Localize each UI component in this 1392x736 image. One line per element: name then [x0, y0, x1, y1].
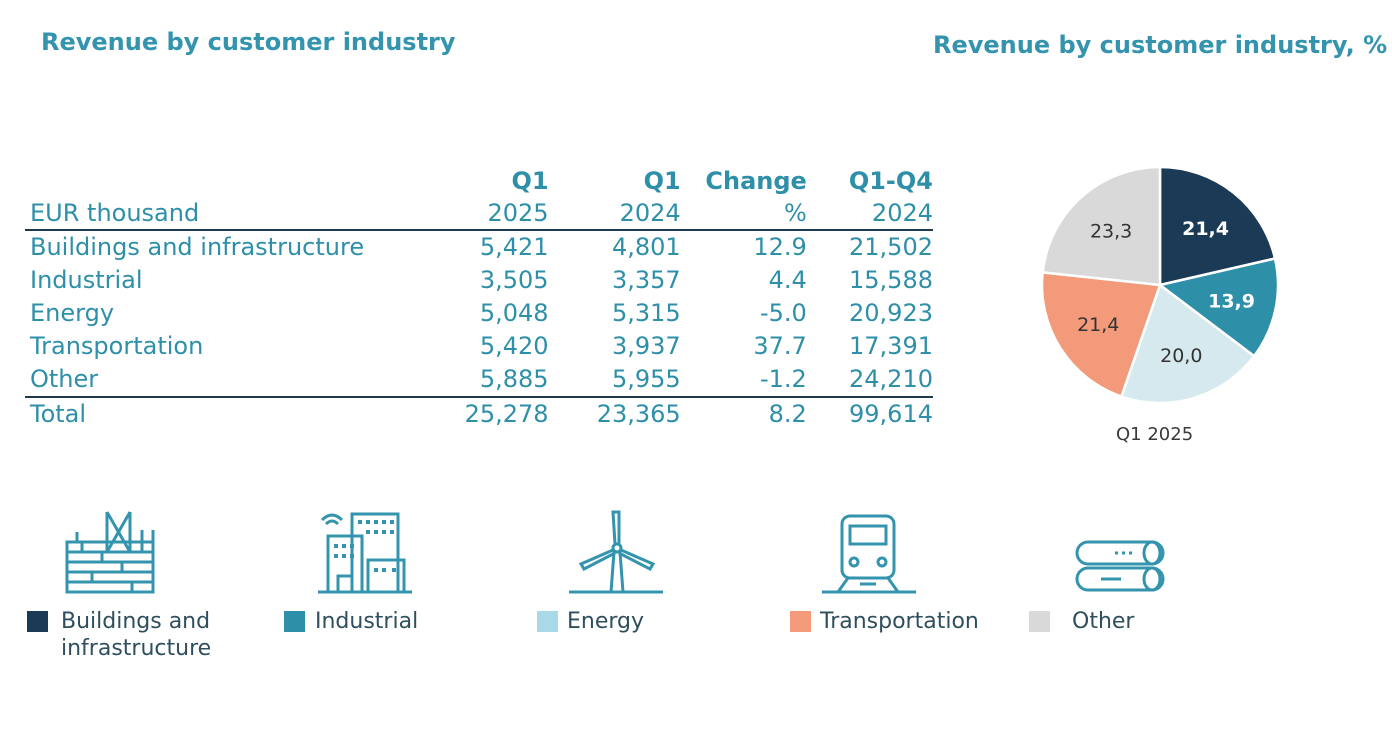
- pie-slice-other: [1041, 165, 1162, 287]
- table-row: Transportation 5,420 3,937 37.7 17,391: [25, 330, 933, 363]
- table-cell: Other: [30, 365, 99, 393]
- pie-slice-industrial: [1157, 257, 1280, 358]
- legend-label: Energy: [567, 609, 645, 634]
- table-cell: 4,801: [611, 233, 681, 261]
- table-cell: 5,315: [611, 299, 681, 327]
- table-header-row: Q1 Q1 Change Q1-Q4: [25, 166, 933, 197]
- pie-label-buildings: 21,4: [1182, 218, 1229, 240]
- legend-swatch: [537, 611, 558, 632]
- legend-swatch: [284, 611, 305, 632]
- pie-slice-buildings: [1158, 165, 1277, 287]
- table-cell: 5,420: [479, 332, 549, 360]
- pie-label-industrial: 13,9: [1208, 290, 1255, 312]
- buildings-icon: [65, 511, 155, 594]
- legend-swatch: [790, 611, 811, 632]
- table-row: Buildings and infrastructure 5,421 4,801…: [25, 230, 933, 264]
- train-icon: [822, 514, 916, 594]
- legend-label: Industrial: [315, 609, 419, 634]
- header-cell: [25, 166, 450, 197]
- table-cell: Transportation: [30, 332, 204, 360]
- pie-chart: 21,4 13,9 20,0 21,4 23,3: [1040, 165, 1280, 405]
- table-cell: 5,048: [479, 299, 549, 327]
- factory-icon: [318, 512, 412, 594]
- pie-label-transportation: 21,4: [1077, 314, 1119, 336]
- table-cell: Energy: [30, 299, 115, 327]
- header-cell: EUR thousand: [25, 197, 451, 231]
- table-cell: 15,588: [849, 266, 933, 294]
- table-cell: 25,278: [450, 396, 549, 431]
- pie-caption: Q1 2025: [1116, 424, 1194, 445]
- pie-slice-transportation: [1040, 271, 1162, 399]
- table-row: Other 5,885 5,955 -1.2 24,210: [25, 363, 933, 397]
- table-cell: 20,923: [849, 299, 933, 327]
- table-cell: 37.7: [753, 332, 807, 360]
- table-row: Industrial 3,505 3,357 4.4 15,588: [25, 264, 933, 297]
- legend-label: Transportation: [820, 609, 979, 634]
- table-cell: 5,421: [479, 233, 549, 261]
- table-cell: 4.4: [768, 266, 807, 294]
- table-cell: 12.9: [753, 233, 807, 261]
- legend-swatch: [1029, 611, 1050, 632]
- table-cell: 5,955: [611, 365, 681, 393]
- table-header-row: EUR thousand 2025 2024 % 2024: [25, 197, 933, 231]
- header-cell: 2025: [450, 197, 549, 231]
- table-cell: 23,365: [548, 396, 681, 431]
- table-cell: 3,937: [611, 332, 681, 360]
- wind-turbine-icon: [569, 510, 663, 594]
- header-cell: 2024: [548, 197, 681, 231]
- pie-label-other: 23,3: [1090, 221, 1132, 243]
- table-cell: 24,210: [849, 365, 933, 393]
- table-cell: Buildings and infrastructure: [30, 233, 365, 261]
- table-cell: 3,357: [611, 266, 681, 294]
- pie-slice-energy: [1119, 282, 1256, 405]
- table-title: Revenue by customer industry: [41, 28, 456, 56]
- table-cell: Total: [25, 396, 451, 431]
- header-cell: %: [680, 197, 807, 231]
- table-row: Energy 5,048 5,315 -5.0 20,923: [25, 297, 933, 330]
- table-cell: 3,505: [479, 266, 549, 294]
- table-cell: 5,885: [479, 365, 549, 393]
- table-total-row: Total 25,278 23,365 8.2 99,614: [25, 396, 933, 431]
- pipes-icon: [1075, 540, 1165, 592]
- table-cell: 21,502: [849, 233, 933, 261]
- chart-title: Revenue by customer industry, %: [933, 31, 1388, 59]
- table-cell: -5.0: [759, 299, 807, 327]
- legend-label: Buildings and infrastructure: [61, 609, 212, 661]
- legend-label: Other: [1072, 609, 1135, 634]
- table-cell: 17,391: [849, 332, 933, 360]
- legend-swatch: [27, 611, 48, 632]
- header-cell: Q1: [511, 167, 549, 195]
- header-cell: Q1: [643, 167, 681, 195]
- header-cell: Q1-Q4: [848, 167, 933, 195]
- header-cell: 2024: [806, 197, 933, 231]
- pie-label-energy: 20,0: [1160, 345, 1202, 367]
- header-cell: Change: [705, 167, 807, 195]
- table-cell: -1.2: [759, 365, 807, 393]
- revenue-table: Q1 Q1 Change Q1-Q4 EUR thousand 2025 202…: [25, 166, 933, 431]
- table-cell: Industrial: [30, 266, 143, 294]
- table-cell: 8.2: [680, 396, 807, 431]
- table-cell: 99,614: [806, 396, 933, 431]
